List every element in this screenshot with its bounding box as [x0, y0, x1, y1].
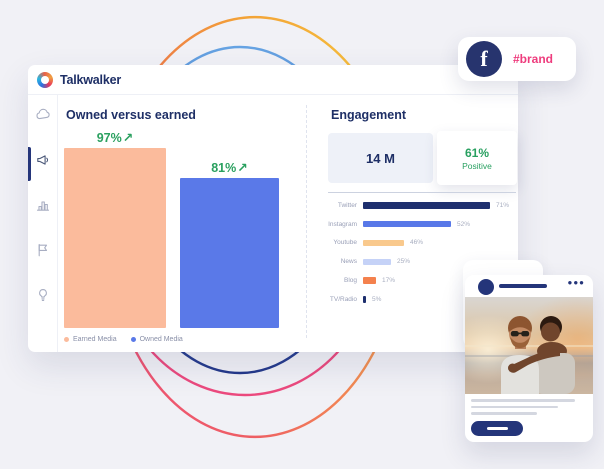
megaphone-icon	[35, 152, 51, 168]
post-text-placeholder	[471, 405, 558, 408]
channel-row-instagram: Instagram 52%	[328, 215, 518, 234]
app-header: Talkwalker	[28, 65, 518, 95]
trend-up-icon: ↗	[237, 161, 248, 175]
post-photo	[465, 297, 593, 394]
channel-row-youtube: Youtube 46%	[328, 234, 518, 253]
sidebar-item-megaphone[interactable]	[35, 152, 51, 168]
sentiment-stat: 61% Positive	[437, 131, 517, 185]
channel-label: Twitter	[337, 201, 357, 209]
channel-value: 17%	[382, 277, 396, 285]
channel-value: 46%	[410, 239, 424, 247]
chart-legend: Earned Media Owned Media	[64, 336, 183, 343]
talkwalker-logo-icon	[37, 71, 53, 88]
channel-bar	[363, 258, 391, 266]
cloud-icon	[35, 107, 51, 123]
channel-row-twitter: Twitter 71%	[328, 196, 518, 215]
avatar	[478, 279, 494, 295]
channel-value: 25%	[397, 258, 411, 266]
owned-vs-earned-title: Owned versus earned	[66, 108, 196, 122]
app-title: Talkwalker	[60, 72, 122, 87]
engagement-title: Engagement	[331, 108, 407, 122]
username-placeholder	[499, 284, 547, 288]
sidebar	[28, 95, 58, 352]
total-engagement-stat: 14 M	[328, 133, 433, 183]
bar-chart-icon	[35, 197, 51, 213]
panel-divider	[306, 105, 307, 338]
channel-row-tv-radio: TV/Radio 5%	[328, 290, 518, 309]
channel-label: TV/Radio	[329, 295, 357, 303]
brand-hashtag-chip[interactable]: f #brand	[458, 37, 576, 81]
bar-segment	[64, 148, 166, 328]
post-cta-button[interactable]	[471, 421, 523, 436]
brand-hashtag-label: #brand	[513, 52, 554, 66]
sentiment-value: 61%	[464, 145, 490, 160]
bar-value-label: 97%↗	[96, 131, 134, 145]
facebook-letter: f	[480, 46, 488, 71]
channel-bar	[363, 239, 404, 247]
total-engagement-value: 14 M	[366, 150, 395, 166]
bar-value-label: 81%↗	[211, 161, 248, 175]
flag-icon	[35, 242, 51, 258]
sidebar-item-cloud[interactable]	[35, 107, 51, 123]
sidebar-item-lightbulb[interactable]	[35, 287, 51, 303]
channel-bar	[363, 277, 376, 284]
talkwalker-dashboard-window: Talkwalker Owned versus earned 97%↗ 81%↗ …	[28, 65, 518, 352]
post-text-placeholder	[471, 399, 575, 402]
channel-value: 5%	[372, 295, 382, 303]
facebook-icon: f	[466, 41, 502, 77]
channel-bar	[363, 220, 451, 228]
legend-dot	[64, 337, 69, 342]
trend-up-icon: ↗	[122, 131, 134, 145]
channel-bars: Twitter 71% Instagram 52% Youtube 46% News 25% B…	[328, 196, 518, 309]
owned-earned-bars: 97%↗ 81%↗	[64, 120, 280, 328]
social-post-card: ●●●	[465, 275, 593, 442]
channel-bar	[363, 202, 490, 209]
button-label-placeholder	[486, 427, 508, 430]
channel-label: Instagram	[328, 220, 357, 228]
legend-label: Owned Media	[139, 336, 183, 343]
more-options-icon[interactable]: ●●●	[567, 278, 585, 287]
sidebar-item-flag[interactable]	[35, 242, 51, 258]
channel-value: 71%	[496, 201, 510, 209]
post-header: ●●●	[465, 275, 593, 295]
channel-row-blog: Blog 17%	[328, 271, 518, 290]
sidebar-item-bar-chart[interactable]	[35, 197, 51, 213]
sentiment-caption: Positive	[462, 160, 492, 171]
channel-value: 52%	[457, 220, 471, 228]
channel-bar	[363, 296, 366, 303]
legend-item: Earned Media	[64, 336, 117, 343]
lightbulb-icon	[35, 287, 51, 303]
active-item-indicator	[28, 147, 31, 181]
channel-row-news: News 25%	[328, 252, 518, 271]
channel-chart-axis	[328, 192, 516, 193]
legend-item: Owned Media	[130, 336, 183, 343]
channel-label: Blog	[343, 277, 357, 285]
post-text-placeholder	[471, 412, 537, 415]
channel-label: Youtube	[333, 239, 357, 247]
channel-label: News	[340, 258, 357, 266]
legend-dot	[130, 337, 136, 342]
legend-label: Earned Media	[73, 336, 117, 343]
bar-segment	[180, 178, 279, 328]
